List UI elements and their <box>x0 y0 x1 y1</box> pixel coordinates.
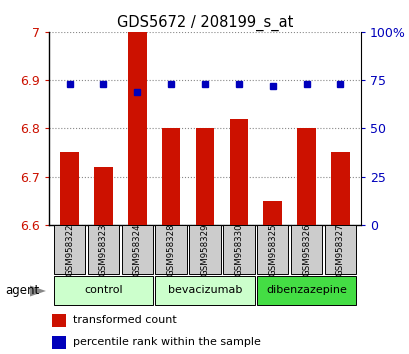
Bar <box>222 225 254 274</box>
Text: GSM958323: GSM958323 <box>99 223 108 276</box>
Bar <box>256 225 288 274</box>
Bar <box>52 336 66 349</box>
Bar <box>54 225 85 274</box>
Bar <box>229 119 247 225</box>
Bar <box>324 225 355 274</box>
Text: GSM958327: GSM958327 <box>335 223 344 276</box>
Bar <box>128 32 146 225</box>
Text: dibenzazepine: dibenzazepine <box>265 285 346 295</box>
Bar <box>195 129 214 225</box>
Bar <box>256 276 355 305</box>
Bar <box>155 225 187 274</box>
Text: GSM958325: GSM958325 <box>267 223 276 276</box>
Bar <box>60 153 79 225</box>
Text: control: control <box>84 285 122 295</box>
Bar <box>88 225 119 274</box>
Bar <box>52 314 66 326</box>
Text: GSM958330: GSM958330 <box>234 223 243 276</box>
Text: GSM958326: GSM958326 <box>301 223 310 276</box>
Bar <box>290 225 321 274</box>
Text: GSM958328: GSM958328 <box>166 223 175 276</box>
Bar <box>54 276 153 305</box>
Polygon shape <box>29 285 46 297</box>
Text: transformed count: transformed count <box>73 315 177 325</box>
Bar <box>263 201 281 225</box>
Bar <box>189 225 220 274</box>
Bar <box>330 153 349 225</box>
Text: GSM958322: GSM958322 <box>65 223 74 276</box>
Bar <box>121 225 153 274</box>
Bar <box>155 276 254 305</box>
Bar <box>162 129 180 225</box>
Bar <box>94 167 112 225</box>
Title: GDS5672 / 208199_s_at: GDS5672 / 208199_s_at <box>117 14 292 30</box>
Text: GSM958329: GSM958329 <box>200 223 209 276</box>
Text: agent: agent <box>5 285 40 297</box>
Bar <box>297 129 315 225</box>
Text: percentile rank within the sample: percentile rank within the sample <box>73 337 261 348</box>
Text: GSM958324: GSM958324 <box>133 223 142 276</box>
Text: bevacizumab: bevacizumab <box>167 285 242 295</box>
